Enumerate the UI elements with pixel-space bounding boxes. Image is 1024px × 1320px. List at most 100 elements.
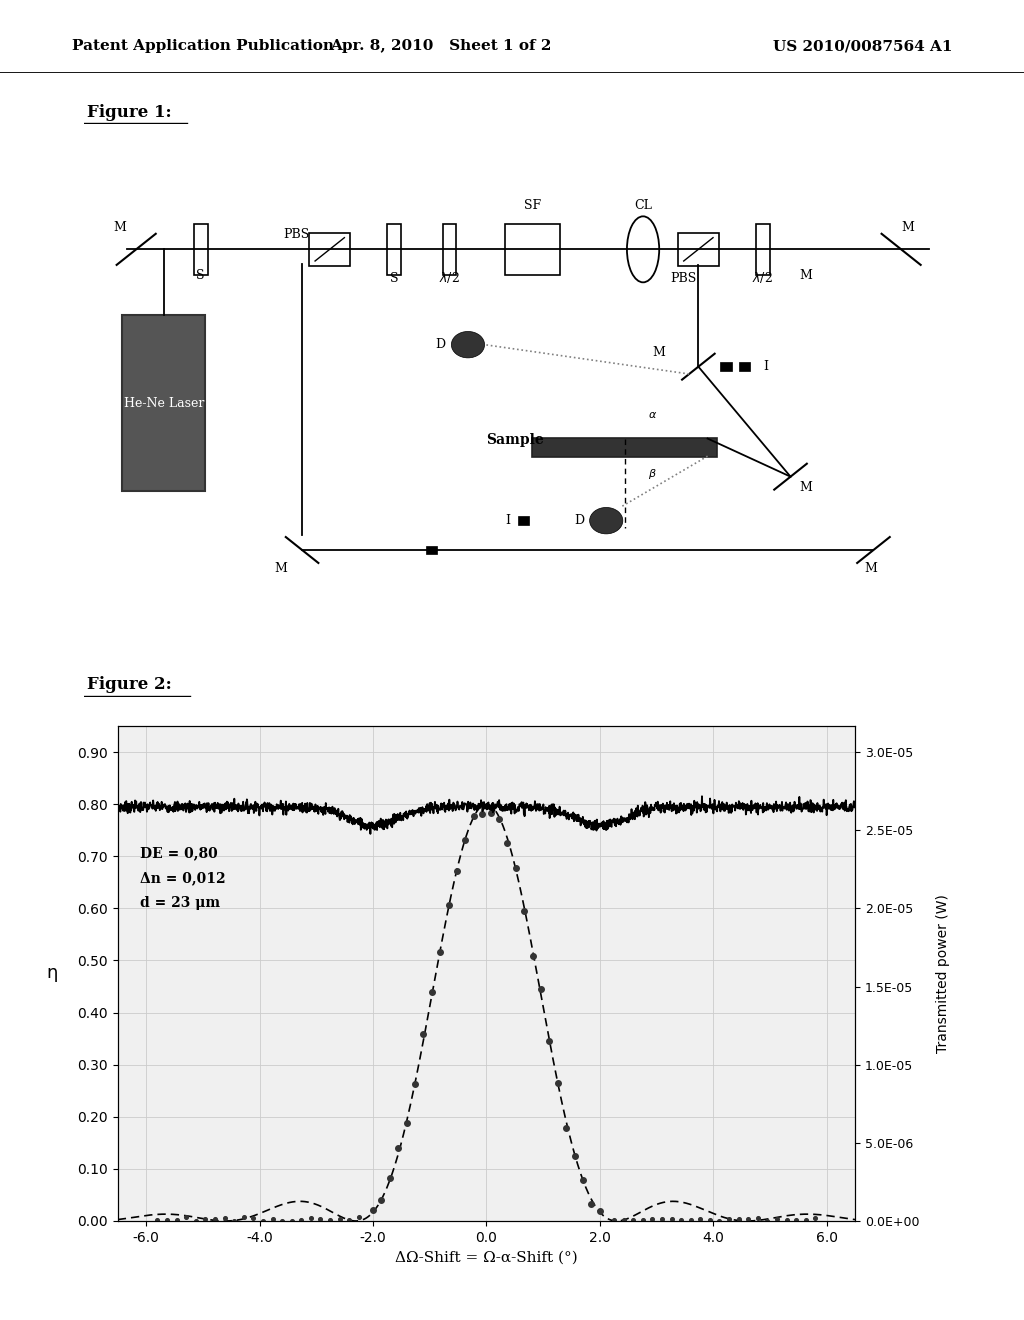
Point <box>187 1210 204 1232</box>
Point <box>653 1209 670 1230</box>
Point <box>457 830 473 851</box>
Point <box>168 1209 184 1230</box>
Bar <box>518 516 528 525</box>
Point <box>508 858 524 879</box>
Point <box>312 1209 329 1230</box>
Point <box>750 1208 766 1229</box>
Point <box>273 1210 290 1232</box>
Bar <box>426 545 436 554</box>
Point <box>440 895 457 916</box>
Text: $\lambda$/2: $\lambda$/2 <box>439 271 460 285</box>
Point <box>692 1208 709 1229</box>
Bar <box>739 362 750 371</box>
Point <box>788 1209 805 1230</box>
Text: PBS: PBS <box>671 272 697 285</box>
Point <box>721 1208 737 1229</box>
Point <box>390 1138 407 1159</box>
Text: $\beta$: $\beta$ <box>648 467 656 480</box>
Text: US 2010/0087564 A1: US 2010/0087564 A1 <box>773 40 952 53</box>
Point <box>207 1209 223 1230</box>
Ellipse shape <box>627 216 659 282</box>
Point <box>584 1193 600 1214</box>
Bar <box>123 315 205 491</box>
Point <box>524 945 541 966</box>
Point <box>178 1206 195 1228</box>
Point <box>769 1208 785 1229</box>
Bar <box>756 223 770 275</box>
Point <box>550 1072 566 1093</box>
Point <box>415 1023 431 1044</box>
Circle shape <box>452 331 484 358</box>
Point <box>664 1209 680 1230</box>
Text: S: S <box>390 272 398 285</box>
Text: M: M <box>800 269 813 281</box>
Point <box>574 1170 591 1191</box>
Point <box>474 803 490 824</box>
Point <box>303 1208 319 1229</box>
Text: M: M <box>652 346 666 359</box>
Text: M: M <box>113 220 126 234</box>
Point <box>740 1209 757 1230</box>
Point <box>284 1210 300 1232</box>
Bar <box>505 223 560 275</box>
Text: PBS: PBS <box>284 228 310 242</box>
Point <box>449 861 465 882</box>
Text: I: I <box>505 515 510 527</box>
Point <box>615 1209 632 1230</box>
Point <box>293 1210 309 1232</box>
Y-axis label: Transmitted power (W): Transmitted power (W) <box>936 894 950 1053</box>
Circle shape <box>590 507 623 533</box>
Point <box>701 1209 718 1230</box>
Text: Figure 1:: Figure 1: <box>87 104 172 121</box>
Point <box>216 1208 232 1229</box>
Point <box>490 809 507 830</box>
Point <box>532 978 549 999</box>
Point <box>500 832 516 853</box>
Point <box>466 805 482 826</box>
Bar <box>721 362 731 371</box>
Point <box>264 1209 281 1230</box>
Text: He-Ne Laser: He-Ne Laser <box>124 397 204 409</box>
Point <box>373 1189 389 1210</box>
Text: M: M <box>864 562 878 576</box>
Point <box>644 1208 660 1229</box>
Text: Figure 2:: Figure 2: <box>87 676 172 693</box>
Point <box>245 1208 261 1229</box>
Point <box>542 1031 558 1052</box>
Point <box>236 1206 252 1228</box>
Point <box>592 1200 608 1221</box>
Point <box>683 1209 699 1230</box>
Point <box>798 1209 814 1230</box>
Bar <box>309 232 350 265</box>
Bar <box>194 223 208 275</box>
Point <box>759 1210 775 1232</box>
Point <box>778 1209 795 1230</box>
Text: $\lambda$/2: $\lambda$/2 <box>753 271 773 285</box>
Point <box>673 1210 689 1232</box>
Point <box>432 941 449 962</box>
X-axis label: ΔΩ-Shift = Ω-α-Shift (°): ΔΩ-Shift = Ω-α-Shift (°) <box>395 1250 578 1265</box>
Point <box>350 1206 367 1228</box>
Point <box>712 1210 728 1232</box>
Point <box>255 1210 271 1232</box>
Bar <box>532 438 717 457</box>
Y-axis label: η: η <box>47 965 58 982</box>
Point <box>159 1210 175 1232</box>
Text: CL: CL <box>634 199 652 213</box>
Point <box>558 1117 574 1138</box>
Text: M: M <box>800 482 813 494</box>
Point <box>341 1209 357 1230</box>
Point <box>365 1200 381 1221</box>
Point <box>566 1146 583 1167</box>
Text: M: M <box>274 562 288 576</box>
Text: DE = 0,80
Δn = 0,012
d = 23 μm: DE = 0,80 Δn = 0,012 d = 23 μm <box>140 846 226 909</box>
Text: Apr. 8, 2010   Sheet 1 of 2: Apr. 8, 2010 Sheet 1 of 2 <box>330 40 551 53</box>
Point <box>482 803 499 824</box>
Text: S: S <box>197 269 205 281</box>
Bar <box>678 232 719 265</box>
Text: $\alpha$: $\alpha$ <box>648 411 656 420</box>
Bar <box>387 223 401 275</box>
Point <box>322 1209 338 1230</box>
Point <box>332 1208 348 1229</box>
Text: I: I <box>763 360 768 374</box>
